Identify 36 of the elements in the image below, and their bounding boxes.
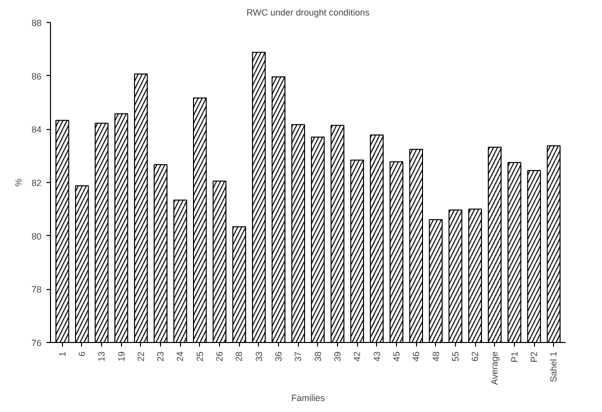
x-tick-label: 6 — [76, 351, 87, 357]
x-tick-label: 22 — [136, 351, 146, 362]
y-tick-label: 76 — [31, 338, 42, 348]
y-tick-label: 80 — [31, 231, 42, 242]
y-tick-label: 78 — [31, 284, 42, 295]
y-tick-label: 82 — [31, 178, 42, 188]
x-tick-label: 37 — [293, 351, 304, 362]
x-tick-label: 1 — [57, 351, 68, 357]
x-tick-label: Average — [490, 352, 500, 385]
x-tick-label: 46 — [411, 351, 422, 362]
x-tick-label: 62 — [470, 351, 480, 362]
x-tick-label: 28 — [234, 351, 244, 362]
chart-title: RWC under drought conditions — [246, 8, 370, 18]
x-tick-label: 48 — [430, 351, 441, 362]
x-tick-label: 45 — [391, 351, 402, 362]
x-tick-label: P1 — [509, 351, 520, 363]
x-tick-label: 13 — [96, 351, 107, 362]
x-tick-label: 25 — [194, 351, 205, 362]
x-tick-label: 42 — [352, 351, 362, 362]
x-axis-title: Families — [291, 392, 326, 403]
x-tick-label: 55 — [450, 351, 460, 362]
y-tick-label: 84 — [31, 124, 42, 135]
x-tick-label: 38 — [312, 351, 323, 362]
x-tick-label: 43 — [372, 351, 382, 362]
x-tick-label: 33 — [254, 351, 264, 362]
x-tick-label: Sahel 1 — [548, 351, 559, 382]
x-tick-label: 23 — [156, 351, 166, 362]
x-tick-label: 26 — [214, 351, 225, 362]
y-tick-label: 86 — [31, 71, 42, 82]
x-tick-label: 39 — [332, 351, 342, 362]
y-tick-label: 88 — [31, 18, 42, 28]
x-tick-label: 36 — [274, 351, 284, 362]
y-axis-title: % — [13, 178, 24, 186]
x-tick-label: 24 — [175, 351, 186, 362]
x-tick-label: P2 — [529, 351, 540, 363]
x-tick-label: 19 — [116, 351, 126, 362]
